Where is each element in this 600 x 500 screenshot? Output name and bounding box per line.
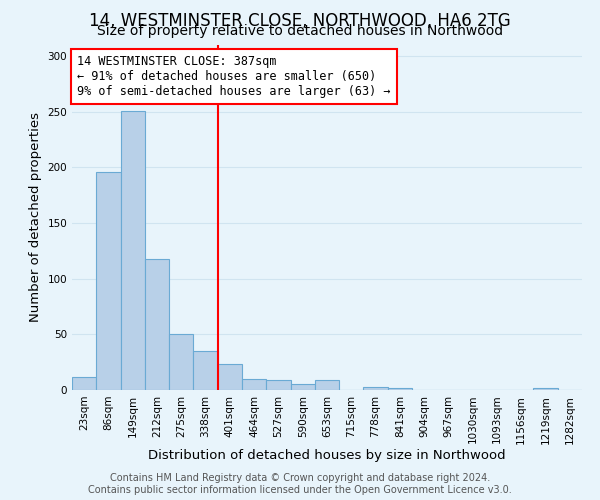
Text: Size of property relative to detached houses in Northwood: Size of property relative to detached ho… bbox=[97, 24, 503, 38]
Bar bbox=[533, 388, 558, 390]
Text: 14 WESTMINSTER CLOSE: 387sqm
← 91% of detached houses are smaller (650)
9% of se: 14 WESTMINSTER CLOSE: 387sqm ← 91% of de… bbox=[77, 56, 391, 98]
Bar bbox=[388, 388, 412, 390]
Text: Contains HM Land Registry data © Crown copyright and database right 2024.
Contai: Contains HM Land Registry data © Crown c… bbox=[88, 474, 512, 495]
X-axis label: Distribution of detached houses by size in Northwood: Distribution of detached houses by size … bbox=[148, 449, 506, 462]
Bar bbox=[266, 380, 290, 390]
Bar bbox=[169, 334, 193, 390]
Bar bbox=[290, 384, 315, 390]
Y-axis label: Number of detached properties: Number of detached properties bbox=[29, 112, 42, 322]
Bar bbox=[145, 258, 169, 390]
Text: 14, WESTMINSTER CLOSE, NORTHWOOD, HA6 2TG: 14, WESTMINSTER CLOSE, NORTHWOOD, HA6 2T… bbox=[89, 12, 511, 30]
Bar bbox=[364, 386, 388, 390]
Bar bbox=[218, 364, 242, 390]
Bar bbox=[96, 172, 121, 390]
Bar bbox=[315, 380, 339, 390]
Bar bbox=[193, 351, 218, 390]
Bar bbox=[242, 379, 266, 390]
Bar bbox=[121, 110, 145, 390]
Bar bbox=[72, 376, 96, 390]
